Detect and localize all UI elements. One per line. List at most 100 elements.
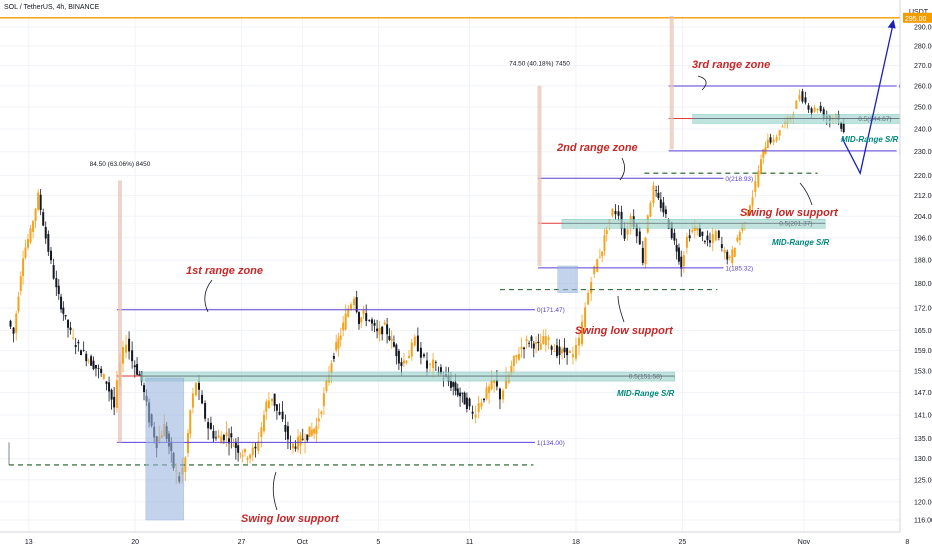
price-tick-label: 116.00 <box>914 518 932 525</box>
candle-body <box>698 228 701 237</box>
candle-body <box>574 344 577 359</box>
candle-body <box>766 139 769 149</box>
candle-body <box>57 285 60 294</box>
candle-body <box>49 250 52 261</box>
candle-body <box>74 345 77 348</box>
candle-body <box>299 435 302 446</box>
candle-body <box>27 239 29 248</box>
candle-body <box>243 449 246 453</box>
currency-label: USDT <box>909 9 929 16</box>
candle-body <box>15 313 18 333</box>
pointer-range-3 <box>697 75 707 91</box>
candle-body <box>611 209 614 216</box>
candle-body <box>17 296 20 312</box>
candle-body <box>720 244 723 248</box>
grid <box>0 16 908 532</box>
candle-body <box>39 194 42 211</box>
mid-range-label-1: MID-Range S/R <box>617 389 675 398</box>
candle-body <box>265 401 268 412</box>
candle-body <box>703 240 706 242</box>
price-tick-label: 135.00 <box>914 436 932 443</box>
candle-body <box>355 297 358 312</box>
candle-body <box>468 398 471 407</box>
time-tick-label: 18 <box>572 539 580 546</box>
candle-body <box>795 100 798 109</box>
candle-body <box>90 356 93 366</box>
candle-body <box>655 190 658 192</box>
candle-body <box>72 337 75 339</box>
candle-body <box>498 388 501 400</box>
time-tick-label: 27 <box>238 539 246 546</box>
candle-body <box>439 367 442 374</box>
candle-body <box>284 424 287 432</box>
candle-body <box>723 249 726 253</box>
candle-body <box>601 251 604 257</box>
candle-body <box>584 307 587 328</box>
price-tick-label: 125.00 <box>914 477 932 484</box>
price-tick-label: 130.00 <box>914 456 932 463</box>
candle-body <box>652 185 655 204</box>
candle-body <box>452 382 455 387</box>
candle-body <box>310 429 313 436</box>
candle-body <box>547 337 550 341</box>
candle-body <box>754 181 757 192</box>
candle-body <box>840 122 843 129</box>
candle-body <box>270 398 273 402</box>
candle-body <box>350 304 352 310</box>
candle-body <box>337 338 340 349</box>
candle-body <box>108 382 111 392</box>
candle-body <box>530 336 533 341</box>
candle-body <box>390 338 393 341</box>
mid-range-label-3: MID-Range S/R <box>841 135 899 144</box>
candle-body <box>94 364 97 369</box>
price-tick-label: 204.00 <box>914 214 932 221</box>
candle-body <box>775 136 778 141</box>
candle-body <box>581 321 584 345</box>
candle-body <box>769 137 772 143</box>
price-tick-label: 153.00 <box>914 369 932 376</box>
pointer-range-1 <box>204 279 213 313</box>
candle-body <box>201 394 204 404</box>
candle-body <box>339 335 342 340</box>
time-tick-label: 20 <box>131 539 139 546</box>
candle-body <box>308 426 311 437</box>
candle-body <box>461 392 464 394</box>
candle-body <box>523 347 526 350</box>
current-price-tag <box>903 12 932 23</box>
candle-body <box>677 247 680 262</box>
pointer-swing-2 <box>617 295 625 323</box>
candle-body <box>493 379 496 384</box>
candle-body <box>561 349 564 354</box>
candle-body <box>278 411 281 415</box>
candle-body <box>528 342 531 344</box>
candle-body <box>400 362 403 367</box>
price-tick-label: 220.00 <box>914 173 932 180</box>
candle-body <box>510 365 513 375</box>
swing-low-label-1: Swing low support <box>241 513 340 525</box>
candle-body <box>320 411 323 414</box>
time-tick-label: 25 <box>678 539 686 546</box>
candle-body <box>568 351 571 353</box>
candle-body <box>232 445 235 447</box>
candle-body <box>520 347 523 350</box>
candle-body <box>537 341 540 344</box>
candle-body <box>80 350 83 356</box>
candle-body <box>19 276 22 292</box>
price-tick-label: 280.00 <box>914 43 932 50</box>
candle-body <box>762 149 765 158</box>
time-tick-label: 8 <box>905 539 909 546</box>
candle-body <box>558 346 561 356</box>
candle-body <box>749 205 751 215</box>
swing-low-box <box>145 377 185 521</box>
fib-levels: 0(171.47) 0.5(151.58) 1(134.00) 0(218.93) 0.… <box>0 15 927 521</box>
candle-body <box>751 197 754 206</box>
price-tick-label: 212.00 <box>914 193 932 200</box>
candle-body <box>362 310 365 315</box>
candle-body <box>246 457 249 460</box>
candle-body <box>696 228 699 231</box>
candle-body <box>517 353 520 360</box>
candle-body <box>426 360 428 369</box>
candle-body <box>714 231 717 241</box>
candle-body <box>105 381 108 384</box>
